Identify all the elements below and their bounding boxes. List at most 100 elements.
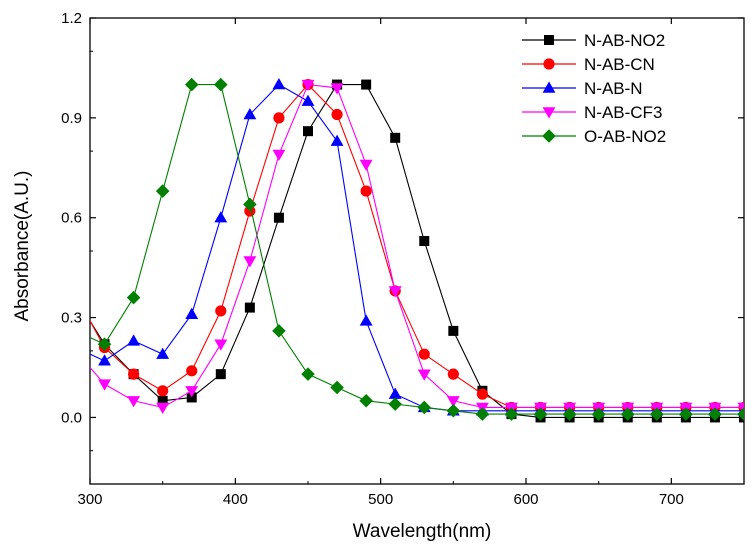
data-point xyxy=(185,386,199,398)
series-layer xyxy=(90,77,744,423)
data-point xyxy=(419,236,430,247)
data-point xyxy=(418,348,430,360)
axes-layer: 300 400 500 600 700 0.0 0.3 0.6 0.9 1.2 xyxy=(61,10,745,508)
data-point xyxy=(98,379,111,391)
data-point xyxy=(273,112,285,124)
data-point xyxy=(544,35,555,46)
data-point xyxy=(330,134,344,146)
data-point xyxy=(448,325,459,336)
data-point xyxy=(679,407,693,421)
data-point xyxy=(243,256,257,268)
data-point xyxy=(504,407,519,421)
data-point xyxy=(447,368,459,380)
data-point xyxy=(214,77,228,92)
data-point xyxy=(737,407,744,421)
x-tick-label: 500 xyxy=(368,491,393,508)
data-point xyxy=(708,407,722,421)
data-point xyxy=(126,290,141,305)
data-point xyxy=(272,78,286,90)
series-line xyxy=(90,83,744,412)
legend-item: N-AB-CF3 xyxy=(522,103,662,122)
data-point xyxy=(388,387,402,399)
data-point xyxy=(302,126,313,137)
data-point xyxy=(446,403,461,418)
y-tick-label: 0.9 xyxy=(61,110,82,127)
data-point xyxy=(533,407,548,421)
legend-label: N-AB-NO2 xyxy=(584,31,665,50)
data-point xyxy=(186,365,198,377)
data-point xyxy=(542,129,556,143)
data-point xyxy=(301,94,315,106)
data-point xyxy=(446,396,460,408)
data-point xyxy=(185,307,199,319)
legend-item: N-AB-NO2 xyxy=(522,31,665,50)
data-point xyxy=(331,108,343,121)
data-point xyxy=(214,211,228,223)
data-point xyxy=(359,394,373,408)
y-axis-title: Absorbance(A.U.) xyxy=(12,170,33,321)
x-tick-label: 300 xyxy=(77,491,102,508)
x-tick-label: 400 xyxy=(223,491,248,508)
data-point xyxy=(359,159,373,172)
data-point xyxy=(620,407,635,421)
data-point xyxy=(417,400,432,415)
data-point xyxy=(388,286,402,298)
data-point xyxy=(215,305,227,317)
data-point xyxy=(127,334,141,346)
legend: N-AB-NO2 N-AB-CN N-AB-N N-AB-CF3 O-AB-NO2 xyxy=(522,31,666,146)
data-point xyxy=(98,354,111,366)
data-point xyxy=(243,197,257,212)
data-point xyxy=(214,339,228,351)
y-tick-label: 0.3 xyxy=(61,310,82,327)
data-point xyxy=(301,79,315,92)
data-point xyxy=(542,107,556,119)
y-tick-label: 0.6 xyxy=(61,210,82,227)
data-point xyxy=(475,407,490,421)
data-point xyxy=(215,369,226,380)
data-point xyxy=(156,347,170,359)
data-point xyxy=(272,324,286,338)
legend-label: N-AB-CN xyxy=(584,55,655,74)
data-point xyxy=(157,385,169,397)
data-point xyxy=(591,407,606,421)
data-point xyxy=(542,81,556,93)
data-point xyxy=(388,397,402,411)
data-point xyxy=(360,185,372,197)
x-tick-label: 700 xyxy=(659,491,684,508)
data-point xyxy=(243,107,257,120)
data-point xyxy=(273,212,284,223)
data-point xyxy=(127,396,141,408)
data-point xyxy=(417,369,431,381)
data-point xyxy=(543,58,555,70)
legend-label: N-AB-CF3 xyxy=(584,103,662,122)
data-point xyxy=(128,368,140,380)
series-line xyxy=(90,83,744,409)
data-point xyxy=(330,83,344,95)
data-point xyxy=(97,337,112,351)
legend-label: N-AB-N xyxy=(584,79,643,98)
data-point xyxy=(476,388,488,400)
data-point xyxy=(301,367,315,381)
x-axis-title: Wavelength(nm) xyxy=(353,521,492,542)
data-point xyxy=(330,380,344,395)
series-o-ab-no2 xyxy=(90,77,744,421)
data-point xyxy=(155,184,170,198)
data-point xyxy=(650,407,664,421)
x-tick-label: 600 xyxy=(513,491,538,508)
data-point xyxy=(272,149,286,162)
legend-label: O-AB-NO2 xyxy=(584,127,666,146)
data-point xyxy=(361,79,372,90)
data-point xyxy=(244,302,255,313)
data-point xyxy=(562,407,577,421)
legend-item: O-AB-NO2 xyxy=(522,127,666,146)
data-point xyxy=(390,132,401,143)
data-point xyxy=(184,77,199,92)
legend-item: N-AB-CN xyxy=(522,55,655,74)
data-point xyxy=(156,402,170,414)
y-tick-label: 0.0 xyxy=(61,409,82,426)
legend-item: N-AB-N xyxy=(522,79,643,98)
y-tick-label: 1.2 xyxy=(61,10,82,27)
data-point xyxy=(359,314,373,326)
